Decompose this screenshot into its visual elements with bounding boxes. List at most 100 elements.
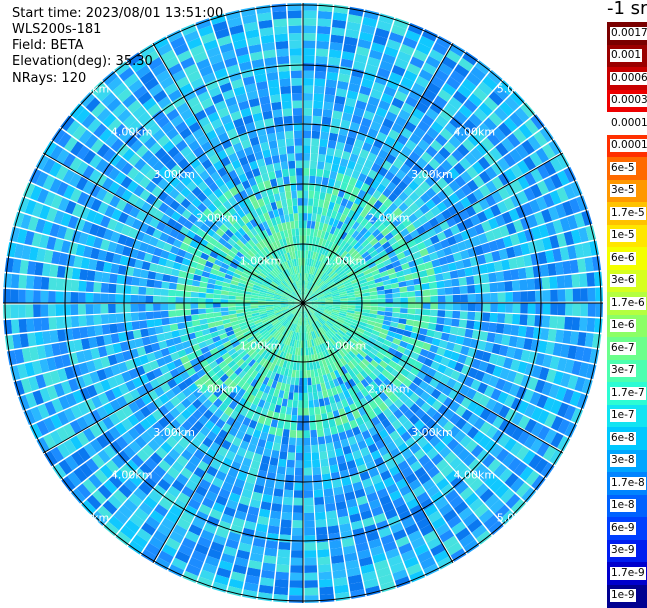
ray-gate xyxy=(267,72,279,81)
colorbar-label: 1e-9 xyxy=(610,589,636,602)
ray-gate xyxy=(292,528,303,536)
ray-gate xyxy=(304,505,314,513)
ray-gate xyxy=(276,428,283,436)
ray-gate xyxy=(311,146,319,154)
ray-gate xyxy=(496,271,505,281)
ray-gate xyxy=(329,49,342,58)
ray-gate xyxy=(441,333,450,341)
ray-gate xyxy=(161,281,169,288)
ray-gate xyxy=(290,422,296,430)
ray-gate xyxy=(317,549,329,557)
ray-gate xyxy=(303,116,312,124)
range-ring-label: 1.00km xyxy=(240,255,282,268)
ray-gate xyxy=(64,267,73,279)
ray-gate xyxy=(271,102,281,111)
ray-gate xyxy=(444,318,452,326)
ray-gate xyxy=(280,527,291,535)
ray-gate xyxy=(292,520,303,528)
ray-gate xyxy=(177,277,185,284)
ray-gate xyxy=(279,78,290,86)
ray-gate xyxy=(435,273,444,281)
ray-gate xyxy=(408,297,416,302)
ray-gate xyxy=(398,281,406,287)
ray-gate xyxy=(348,305,356,308)
ray-gate xyxy=(168,297,176,303)
ray-gate xyxy=(518,268,527,279)
ray-gate xyxy=(228,307,236,311)
ray-gate xyxy=(528,291,536,302)
ray-gate xyxy=(289,595,303,603)
ray-gate xyxy=(33,318,41,331)
ray-gate xyxy=(385,294,393,299)
ray-gate xyxy=(273,18,287,27)
ray-gate xyxy=(275,33,288,41)
ray-gate xyxy=(87,326,96,337)
ray-gate xyxy=(264,57,276,66)
ray-gate xyxy=(304,528,315,536)
ray-gate xyxy=(93,293,101,303)
ray-gate xyxy=(466,276,474,285)
colorbar-label: 0.0001 xyxy=(610,139,647,152)
ray-gate xyxy=(213,289,221,294)
ray-gate xyxy=(550,290,558,302)
ray-gate xyxy=(460,286,468,294)
ray-gate xyxy=(307,221,311,229)
ray-gate xyxy=(178,271,187,278)
ray-gate xyxy=(303,93,313,101)
ray-gate xyxy=(291,71,302,79)
ray-gate xyxy=(498,292,506,302)
ray-gate xyxy=(319,572,332,581)
ray-gate xyxy=(294,490,303,498)
colorbar-label: 1.7e-8 xyxy=(610,477,646,490)
ray-gate xyxy=(303,176,309,184)
ray-gate xyxy=(330,171,338,180)
ray-gate xyxy=(291,543,303,551)
ray-gate xyxy=(294,483,303,491)
ray-gate xyxy=(318,199,324,207)
ray-gate xyxy=(274,26,287,35)
ray-gate xyxy=(293,206,298,214)
ray-gate xyxy=(154,319,162,327)
ray-gate xyxy=(191,292,199,298)
ray-gate xyxy=(72,328,81,340)
ray-gate xyxy=(161,318,169,325)
ray-gate xyxy=(312,116,321,124)
ray-gate xyxy=(274,435,282,444)
colorbar-label: 0.001 xyxy=(610,49,642,62)
ray-gate xyxy=(319,398,325,406)
ray-gate xyxy=(313,108,323,116)
ray-gate xyxy=(460,294,468,302)
ray-gate xyxy=(303,3,317,11)
ray-gate xyxy=(325,193,332,201)
ray-gate xyxy=(93,304,101,314)
ray-gate xyxy=(193,274,201,281)
ray-gate xyxy=(265,441,273,450)
ray-gate xyxy=(573,288,581,301)
ray-gate xyxy=(299,228,303,236)
ray-gate xyxy=(329,540,341,549)
ray-gate xyxy=(482,312,490,321)
ray-gate xyxy=(303,228,307,236)
ray-gate xyxy=(276,132,285,140)
ray-gate xyxy=(148,327,157,336)
ray-gate xyxy=(3,320,12,335)
ray-gate xyxy=(285,191,291,199)
ray-gate xyxy=(423,303,431,309)
ray-gate xyxy=(303,48,315,56)
ray-gate xyxy=(527,279,535,290)
ray-gate xyxy=(298,213,302,221)
ray-gate xyxy=(308,385,313,393)
ray-gate xyxy=(274,587,288,596)
ray-gate xyxy=(325,503,336,512)
ray-gate xyxy=(315,71,326,79)
ray-gate xyxy=(199,314,207,320)
ray-gate xyxy=(297,191,302,199)
ray-gate xyxy=(512,280,520,291)
ray-gate xyxy=(318,11,332,20)
ray-gate xyxy=(311,138,319,146)
ray-gate xyxy=(271,419,278,428)
ray-gate xyxy=(304,535,315,543)
ray-gate xyxy=(322,420,329,428)
ray-gate xyxy=(482,283,490,292)
ray-gate xyxy=(385,312,393,317)
